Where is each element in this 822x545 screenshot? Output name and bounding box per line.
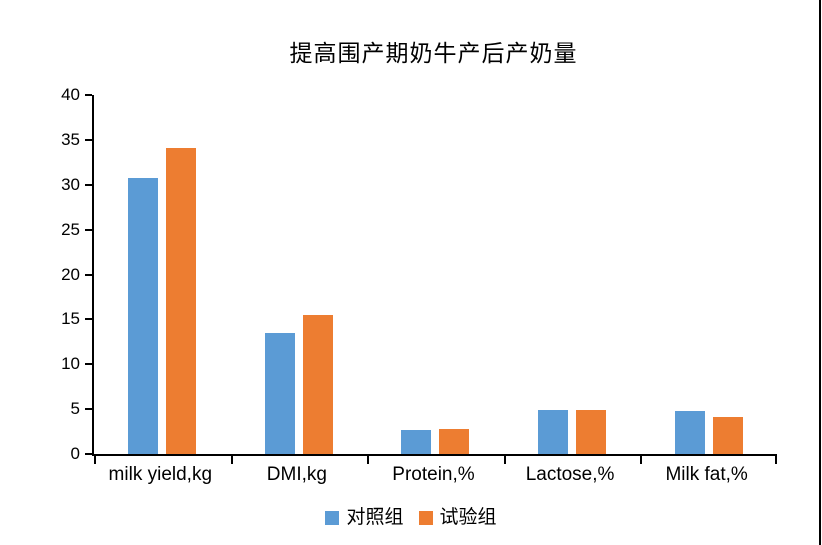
bar-试验组 bbox=[712, 417, 743, 454]
y-tick-label: 0 bbox=[70, 444, 80, 464]
category-label: Milk fat,% bbox=[665, 464, 748, 485]
y-tick-label: 25 bbox=[61, 219, 80, 239]
bar-对照组 bbox=[264, 332, 295, 454]
y-tick-mark bbox=[85, 318, 92, 321]
y-tick-mark bbox=[85, 363, 92, 366]
x-tick-mark bbox=[775, 456, 777, 464]
bar-group bbox=[367, 95, 504, 454]
y-tick-label: 20 bbox=[61, 264, 80, 284]
category-label: Lactose,% bbox=[525, 464, 615, 485]
x-tick-mark bbox=[94, 456, 96, 464]
bar-试验组 bbox=[302, 314, 333, 454]
legend-swatch-icon bbox=[418, 510, 433, 525]
y-tick-mark bbox=[85, 138, 92, 141]
chart-title: 提高围产期奶牛产后产奶量 bbox=[289, 41, 578, 67]
y-tick-mark bbox=[85, 94, 92, 96]
bar-group bbox=[640, 95, 777, 454]
y-tick-mark bbox=[85, 408, 92, 411]
x-tick-mark bbox=[640, 456, 643, 464]
bar-对照组 bbox=[128, 177, 159, 454]
page-border-right bbox=[819, 0, 821, 545]
y-tick-label: 40 bbox=[61, 85, 80, 105]
legend-item: 对照组 bbox=[325, 506, 404, 528]
bar-group bbox=[231, 95, 368, 454]
bar-group bbox=[504, 95, 641, 454]
x-tick-mark bbox=[367, 456, 370, 464]
y-tick-label: 30 bbox=[61, 174, 80, 194]
bar-对照组 bbox=[674, 410, 705, 454]
y-tick-label: 5 bbox=[70, 399, 80, 419]
legend: 对照组 试验组 bbox=[0, 508, 822, 527]
y-tick-label: 15 bbox=[61, 309, 80, 329]
bar-group bbox=[94, 95, 231, 454]
legend-label: 试验组 bbox=[439, 506, 497, 528]
x-tick-mark bbox=[503, 456, 506, 464]
y-tick-mark bbox=[85, 453, 92, 455]
plot-area: 0 5 10 15 20 25 30 35 40 bbox=[61, 86, 777, 464]
bar-对照组 bbox=[401, 429, 432, 454]
bar-试验组 bbox=[439, 428, 470, 454]
bar-对照组 bbox=[538, 410, 569, 454]
category-label: Protein,% bbox=[392, 464, 475, 485]
y-tick-label: 35 bbox=[61, 130, 80, 150]
bar-groups bbox=[94, 95, 777, 454]
bar-试验组 bbox=[576, 410, 607, 454]
category-labels: milk yield,kg DMI,kg Protein,% Lactose,% Mil… bbox=[92, 464, 775, 486]
y-tick-mark bbox=[85, 183, 92, 186]
category-label: milk yield,kg bbox=[108, 464, 213, 485]
y-tick-mark bbox=[85, 273, 92, 276]
legend-item: 试验组 bbox=[418, 506, 497, 528]
y-tick-label: 10 bbox=[61, 354, 80, 374]
category-label: DMI,kg bbox=[266, 464, 327, 485]
bar-试验组 bbox=[166, 148, 197, 454]
y-tick-mark bbox=[85, 228, 92, 231]
legend-swatch-icon bbox=[325, 510, 340, 525]
x-tick-mark bbox=[230, 456, 233, 464]
legend-label: 对照组 bbox=[346, 506, 404, 528]
